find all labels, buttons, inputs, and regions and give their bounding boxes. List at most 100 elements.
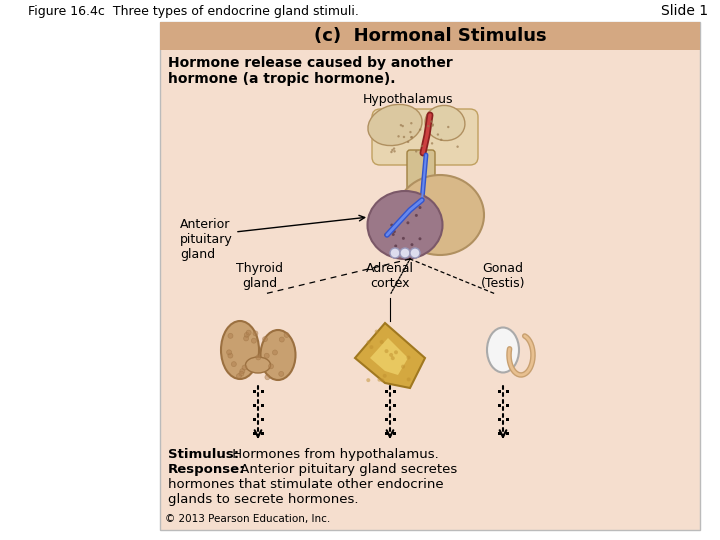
Ellipse shape bbox=[221, 321, 259, 379]
Circle shape bbox=[240, 369, 245, 374]
Bar bbox=[384, 417, 387, 421]
Circle shape bbox=[366, 378, 370, 382]
Text: Hormones from hypothalamus.: Hormones from hypothalamus. bbox=[228, 448, 438, 461]
Polygon shape bbox=[355, 323, 425, 388]
Circle shape bbox=[390, 151, 392, 153]
Circle shape bbox=[431, 142, 433, 145]
Circle shape bbox=[394, 350, 398, 354]
Bar bbox=[505, 417, 508, 421]
Circle shape bbox=[228, 353, 233, 358]
Circle shape bbox=[431, 120, 433, 123]
Bar bbox=[392, 431, 395, 435]
Circle shape bbox=[272, 350, 277, 355]
Bar bbox=[392, 389, 395, 393]
Circle shape bbox=[284, 333, 289, 338]
Circle shape bbox=[264, 353, 269, 358]
Bar bbox=[498, 431, 500, 435]
Circle shape bbox=[246, 330, 251, 335]
Circle shape bbox=[420, 145, 423, 147]
Text: glands to secrete hormones.: glands to secrete hormones. bbox=[168, 493, 359, 506]
Bar bbox=[253, 403, 256, 407]
Circle shape bbox=[407, 355, 410, 360]
Text: Hormone release caused by another: Hormone release caused by another bbox=[168, 56, 453, 70]
Bar bbox=[498, 389, 500, 393]
Circle shape bbox=[390, 248, 400, 258]
Text: Anterior pituitary gland secretes: Anterior pituitary gland secretes bbox=[236, 463, 457, 476]
Bar bbox=[261, 403, 264, 407]
Circle shape bbox=[391, 149, 394, 151]
Circle shape bbox=[379, 340, 384, 344]
Circle shape bbox=[279, 372, 284, 376]
Circle shape bbox=[377, 377, 382, 382]
Circle shape bbox=[431, 124, 433, 127]
Circle shape bbox=[410, 122, 413, 124]
Ellipse shape bbox=[425, 105, 465, 140]
Text: Stimulus:: Stimulus: bbox=[168, 448, 239, 461]
Text: © 2013 Pearson Education, Inc.: © 2013 Pearson Education, Inc. bbox=[165, 514, 330, 524]
Circle shape bbox=[392, 233, 395, 236]
Bar bbox=[384, 431, 387, 435]
Ellipse shape bbox=[246, 357, 271, 373]
Circle shape bbox=[242, 365, 247, 370]
Circle shape bbox=[398, 220, 401, 222]
Circle shape bbox=[437, 133, 439, 136]
Circle shape bbox=[400, 248, 410, 258]
Circle shape bbox=[410, 248, 420, 258]
Circle shape bbox=[393, 150, 396, 152]
Circle shape bbox=[253, 331, 258, 336]
Circle shape bbox=[279, 337, 284, 342]
Bar bbox=[261, 389, 264, 393]
Circle shape bbox=[447, 126, 449, 128]
Text: hormones that stimulate other endocrine: hormones that stimulate other endocrine bbox=[168, 478, 444, 491]
Ellipse shape bbox=[368, 104, 422, 146]
Text: Gonad
(Testis): Gonad (Testis) bbox=[481, 262, 526, 290]
Circle shape bbox=[440, 139, 442, 141]
FancyBboxPatch shape bbox=[372, 109, 478, 165]
Circle shape bbox=[407, 140, 409, 143]
Circle shape bbox=[418, 206, 421, 209]
Circle shape bbox=[397, 135, 400, 138]
Bar bbox=[261, 417, 264, 421]
Bar bbox=[253, 431, 256, 435]
Circle shape bbox=[384, 349, 389, 353]
Circle shape bbox=[383, 374, 387, 378]
Bar bbox=[505, 403, 508, 407]
Circle shape bbox=[409, 131, 412, 133]
Circle shape bbox=[389, 353, 393, 357]
Circle shape bbox=[393, 147, 395, 150]
Bar bbox=[261, 431, 264, 435]
Circle shape bbox=[402, 136, 405, 138]
Bar bbox=[392, 403, 395, 407]
Circle shape bbox=[415, 214, 418, 217]
Circle shape bbox=[243, 336, 248, 341]
Circle shape bbox=[369, 345, 374, 349]
Text: Adrenal
cortex: Adrenal cortex bbox=[366, 262, 414, 290]
Text: (c)  Hormonal Stimulus: (c) Hormonal Stimulus bbox=[314, 27, 546, 45]
Ellipse shape bbox=[396, 175, 484, 255]
Circle shape bbox=[400, 124, 402, 126]
Bar bbox=[384, 389, 387, 393]
Circle shape bbox=[390, 224, 393, 227]
Circle shape bbox=[407, 377, 410, 381]
Circle shape bbox=[265, 375, 270, 380]
Polygon shape bbox=[370, 338, 408, 375]
Bar bbox=[160, 22, 700, 50]
Text: Response:: Response: bbox=[168, 463, 246, 476]
Ellipse shape bbox=[487, 327, 519, 373]
Circle shape bbox=[410, 136, 413, 139]
Bar bbox=[253, 417, 256, 421]
Text: hormone (a tropic hormone).: hormone (a tropic hormone). bbox=[168, 72, 395, 86]
Circle shape bbox=[393, 230, 396, 233]
Circle shape bbox=[406, 221, 410, 224]
Circle shape bbox=[374, 329, 379, 334]
Circle shape bbox=[402, 125, 404, 127]
Circle shape bbox=[391, 356, 395, 360]
Bar bbox=[384, 403, 387, 407]
Circle shape bbox=[395, 245, 397, 247]
Bar bbox=[505, 431, 508, 435]
Circle shape bbox=[251, 338, 256, 343]
Circle shape bbox=[236, 374, 241, 379]
Bar bbox=[505, 389, 508, 393]
Text: Thyroid
gland: Thyroid gland bbox=[236, 262, 284, 290]
Circle shape bbox=[231, 362, 236, 367]
